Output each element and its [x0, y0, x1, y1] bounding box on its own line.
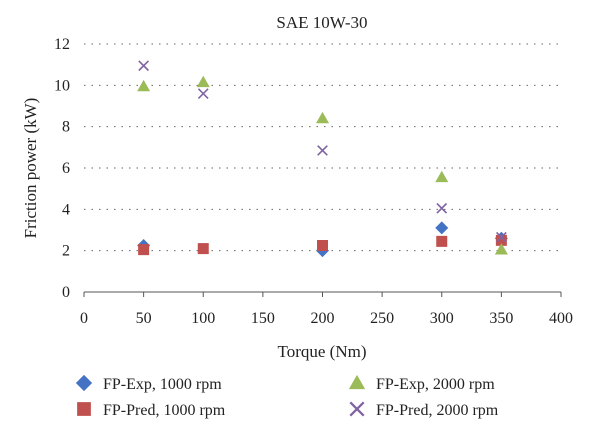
gridlines [84, 43, 561, 252]
point-series-4 [197, 88, 209, 99]
point-series-3 [316, 111, 329, 124]
point-series-3 [494, 243, 508, 255]
chart-title: SAE 10W-30 [276, 13, 367, 32]
legend-marker-triangle [348, 374, 366, 390]
legend-label: FP-Exp, 2000 rpm [376, 376, 495, 393]
x-tick-label: 0 [80, 310, 88, 327]
y-tick-label: 8 [62, 119, 70, 136]
x-tick-labels: 0 50 100 150 200 250 300 350 400 [80, 310, 573, 327]
point-series-1 [435, 221, 449, 235]
point-series-2 [495, 234, 507, 246]
legend-marker-square [77, 402, 91, 416]
y-tick-label: 2 [62, 243, 70, 260]
x-tick-label: 350 [489, 310, 513, 327]
x-tick-label: 400 [549, 310, 573, 327]
y-tick-label: 12 [54, 36, 70, 53]
point-series-3 [435, 170, 449, 183]
data-points [137, 60, 508, 258]
x-tick-label: 150 [251, 310, 275, 327]
legend-marker-diamond [75, 374, 93, 392]
axes [83, 291, 562, 297]
point-series-4 [138, 60, 149, 72]
point-series-2 [317, 240, 328, 251]
point-series-4 [496, 231, 507, 243]
y-tick-label: 0 [62, 284, 70, 301]
legend-marker-x [349, 401, 365, 417]
y-tick-labels: 0 2 4 6 8 10 12 [54, 36, 70, 301]
legend-item: FP-Exp, 1000 rpm [75, 374, 222, 393]
y-tick-label: 10 [54, 77, 70, 94]
point-series-3 [137, 79, 151, 92]
point-series-2 [436, 235, 448, 247]
legend-label: FP-Exp, 1000 rpm [103, 376, 222, 393]
x-tick-label: 250 [370, 310, 394, 327]
legend-item: FP-Pred, 1000 rpm [77, 402, 226, 419]
point-series-4 [317, 145, 328, 156]
x-tick-label: 50 [136, 310, 152, 327]
legend-item: FP-Pred, 2000 rpm [349, 401, 499, 419]
point-series-3 [196, 75, 210, 88]
x-tick-label: 300 [430, 310, 454, 327]
y-axis-label: Friction power (kW) [21, 98, 40, 239]
point-series-2 [138, 244, 150, 256]
legend-label: FP-Pred, 1000 rpm [103, 402, 226, 419]
y-tick-label: 6 [62, 160, 70, 177]
x-tick-label: 100 [191, 310, 215, 327]
point-series-4 [436, 202, 448, 214]
x-tick-label: 200 [311, 310, 335, 327]
y-tick-label: 4 [62, 201, 70, 218]
legend: FP-Exp, 1000 rpm FP-Exp, 2000 rpm FP-Pred,… [75, 374, 499, 419]
legend-item: FP-Exp, 2000 rpm [348, 374, 495, 393]
x-axis-label: Torque (Nm) [278, 342, 367, 361]
point-series-2 [197, 243, 209, 255]
legend-label: FP-Pred, 2000 rpm [376, 402, 499, 419]
